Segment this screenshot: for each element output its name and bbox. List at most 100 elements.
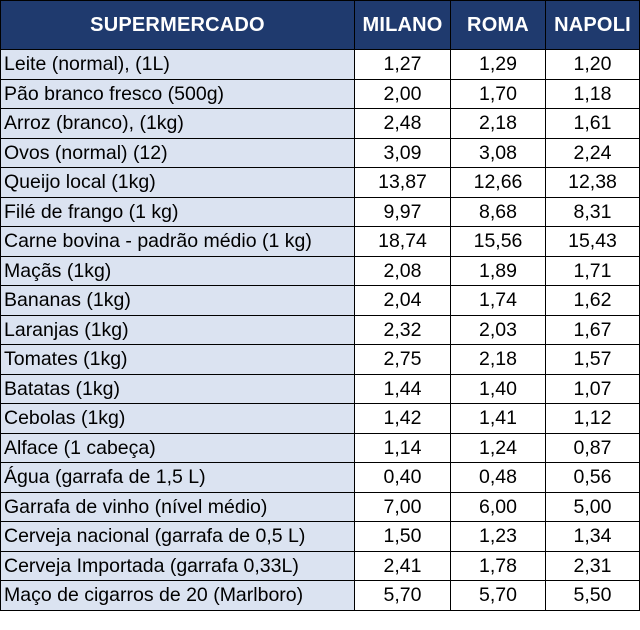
table-row: Cerveja nacional (garrafa de 0,5 L) 1,50 1… [0,521,640,552]
price-napoli: 2,24 [545,137,640,168]
item-name: Queijo local (1kg) [0,167,355,198]
item-name: Bananas (1kg) [0,285,355,316]
table-row: Maço de cigarros de 20 (Marlboro) 5,70 5,7… [0,580,640,611]
item-name: Garrafa de vinho (nível médio) [0,491,355,522]
price-napoli: 0,87 [545,432,640,463]
item-name: Cebolas (1kg) [0,403,355,434]
header-milano: MILANO [354,0,451,50]
item-name: Maçãs (1kg) [0,255,355,286]
price-milano: 13,87 [354,167,451,198]
price-milano: 1,27 [354,49,451,80]
item-name: Cerveja Importada (garrafa 0,33L) [0,550,355,581]
price-napoli: 1,61 [545,108,640,139]
table-row: Cebolas (1kg) 1,42 1,41 1,12 [0,403,640,434]
price-napoli: 1,20 [545,49,640,80]
price-milano: 3,09 [354,137,451,168]
price-napoli: 0,56 [545,462,640,493]
price-milano: 1,44 [354,373,451,404]
price-table: SUPERMERCADO MILANO ROMA NAPOLI Leite (n… [0,0,640,611]
table-row: Carne bovina - padrão médio (1 kg) 18,74 1… [0,226,640,257]
price-roma: 1,41 [450,403,546,434]
price-milano: 2,75 [354,344,451,375]
price-milano: 2,04 [354,285,451,316]
price-milano: 1,42 [354,403,451,434]
item-name: Filé de frango (1 kg) [0,196,355,227]
item-name: Leite (normal), (1L) [0,49,355,80]
item-name: Tomates (1kg) [0,344,355,375]
item-name: Batatas (1kg) [0,373,355,404]
price-roma: 5,70 [450,580,546,611]
price-milano: 18,74 [354,226,451,257]
price-napoli: 15,43 [545,226,640,257]
price-napoli: 1,57 [545,344,640,375]
price-roma: 15,56 [450,226,546,257]
price-napoli: 1,12 [545,403,640,434]
price-roma: 6,00 [450,491,546,522]
item-name: Ovos (normal) (12) [0,137,355,168]
table-row: Laranjas (1kg) 2,32 2,03 1,67 [0,314,640,345]
price-roma: 1,23 [450,521,546,552]
price-roma: 2,03 [450,314,546,345]
item-name: Alface (1 cabeça) [0,432,355,463]
table-row: Bananas (1kg) 2,04 1,74 1,62 [0,285,640,316]
price-napoli: 1,62 [545,285,640,316]
table-row: Batatas (1kg) 1,44 1,40 1,07 [0,373,640,404]
table-row: Filé de frango (1 kg) 9,97 8,68 8,31 [0,196,640,227]
price-milano: 1,50 [354,521,451,552]
price-roma: 3,08 [450,137,546,168]
price-napoli: 5,50 [545,580,640,611]
price-milano: 5,70 [354,580,451,611]
price-roma: 1,70 [450,78,546,109]
table-row: Pão branco fresco (500g) 2,00 1,70 1,18 [0,78,640,109]
price-roma: 1,78 [450,550,546,581]
price-napoli: 5,00 [545,491,640,522]
price-napoli: 2,31 [545,550,640,581]
item-name: Pão branco fresco (500g) [0,78,355,109]
price-napoli: 1,07 [545,373,640,404]
price-roma: 1,74 [450,285,546,316]
price-milano: 7,00 [354,491,451,522]
table-row: Garrafa de vinho (nível médio) 7,00 6,00 5,… [0,491,640,522]
price-napoli: 12,38 [545,167,640,198]
item-name: Laranjas (1kg) [0,314,355,345]
price-milano: 9,97 [354,196,451,227]
price-napoli: 1,34 [545,521,640,552]
price-roma: 2,18 [450,108,546,139]
price-milano: 2,41 [354,550,451,581]
price-roma: 12,66 [450,167,546,198]
item-name: Maço de cigarros de 20 (Marlboro) [0,580,355,611]
price-roma: 0,48 [450,462,546,493]
table-row: Maçãs (1kg) 2,08 1,89 1,71 [0,255,640,286]
item-name: Carne bovina - padrão médio (1 kg) [0,226,355,257]
price-napoli: 1,18 [545,78,640,109]
table-body: Leite (normal), (1L) 1,27 1,29 1,20 Pão bran… [0,49,640,611]
header-supermercado: SUPERMERCADO [0,0,355,50]
price-roma: 1,40 [450,373,546,404]
header-row: SUPERMERCADO MILANO ROMA NAPOLI [0,0,640,50]
table-row: Cerveja Importada (garrafa 0,33L) 2,41 1,7… [0,550,640,581]
price-milano: 2,32 [354,314,451,345]
price-milano: 2,00 [354,78,451,109]
price-roma: 1,29 [450,49,546,80]
table-header: SUPERMERCADO MILANO ROMA NAPOLI [0,0,640,50]
table-row: Alface (1 cabeça) 1,14 1,24 0,87 [0,432,640,463]
price-milano: 1,14 [354,432,451,463]
item-name: Arroz (branco), (1kg) [0,108,355,139]
price-roma: 1,89 [450,255,546,286]
table-row: Arroz (branco), (1kg) 2,48 2,18 1,61 [0,108,640,139]
price-milano: 2,08 [354,255,451,286]
header-napoli: NAPOLI [545,0,640,50]
table-row: Água (garrafa de 1,5 L) 0,40 0,48 0,56 [0,462,640,493]
table-row: Tomates (1kg) 2,75 2,18 1,57 [0,344,640,375]
table-row: Ovos (normal) (12) 3,09 3,08 2,24 [0,137,640,168]
table-row: Queijo local (1kg) 13,87 12,66 12,38 [0,167,640,198]
item-name: Água (garrafa de 1,5 L) [0,462,355,493]
price-napoli: 8,31 [545,196,640,227]
price-roma: 2,18 [450,344,546,375]
price-napoli: 1,67 [545,314,640,345]
price-napoli: 1,71 [545,255,640,286]
header-roma: ROMA [450,0,546,50]
price-roma: 1,24 [450,432,546,463]
item-name: Cerveja nacional (garrafa de 0,5 L) [0,521,355,552]
price-milano: 2,48 [354,108,451,139]
